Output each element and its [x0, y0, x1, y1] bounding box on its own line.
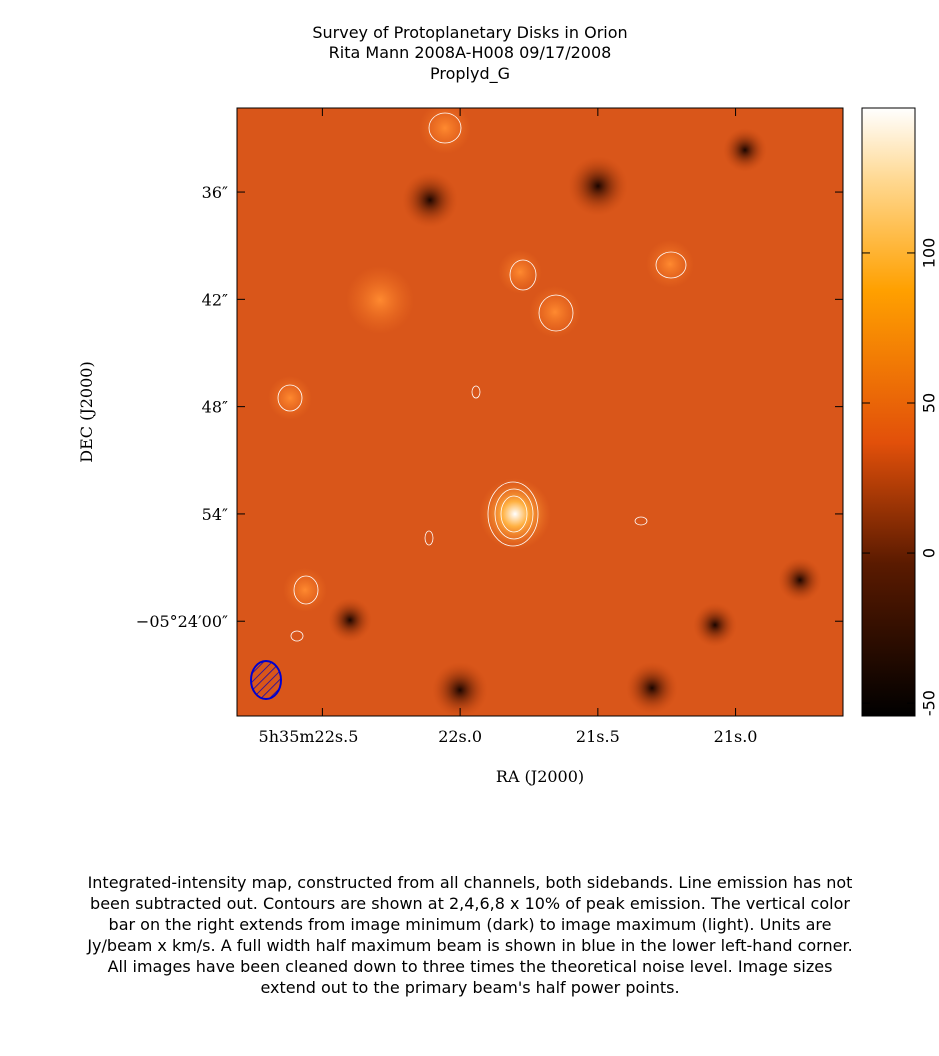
y-tick-label: −05°24′00″ [136, 612, 228, 631]
x-tick-label: 22s.0 [438, 727, 482, 746]
title: Survey of Protoplanetary Disks in Orion [312, 23, 627, 42]
plot-frame [236, 107, 844, 717]
subtitle: Proplyd_G [430, 64, 510, 84]
x-axis-label: RA (J2000) [496, 767, 584, 786]
x-tick-label: 21s.0 [714, 727, 758, 746]
y-axis-label: DEC (J2000) [77, 361, 96, 462]
colorbar [861, 107, 916, 717]
y-tick-label: 48″ [202, 398, 228, 417]
subtitle: Rita Mann 2008A-H008 09/17/2008 [329, 43, 612, 62]
colorbar-tick-label: 0 [920, 548, 939, 558]
y-tick-label: 54″ [202, 505, 228, 524]
x-tick-label: 5h35m22s.5 [259, 727, 359, 746]
image [237, 108, 843, 716]
y-tick-label: 42″ [202, 290, 228, 309]
colorbar-tick-label: 50 [920, 393, 939, 413]
colorbar-tick-label: 100 [920, 238, 939, 269]
figure: Survey of Protoplanetary Disks in Orion … [77, 23, 939, 786]
y-tick-label: 36″ [202, 183, 228, 202]
colorbar-tick-label: -50 [920, 690, 939, 716]
caption: Integrated-intensity map, constructed fr… [87, 873, 853, 997]
x-tick-label: 21s.5 [576, 727, 620, 746]
